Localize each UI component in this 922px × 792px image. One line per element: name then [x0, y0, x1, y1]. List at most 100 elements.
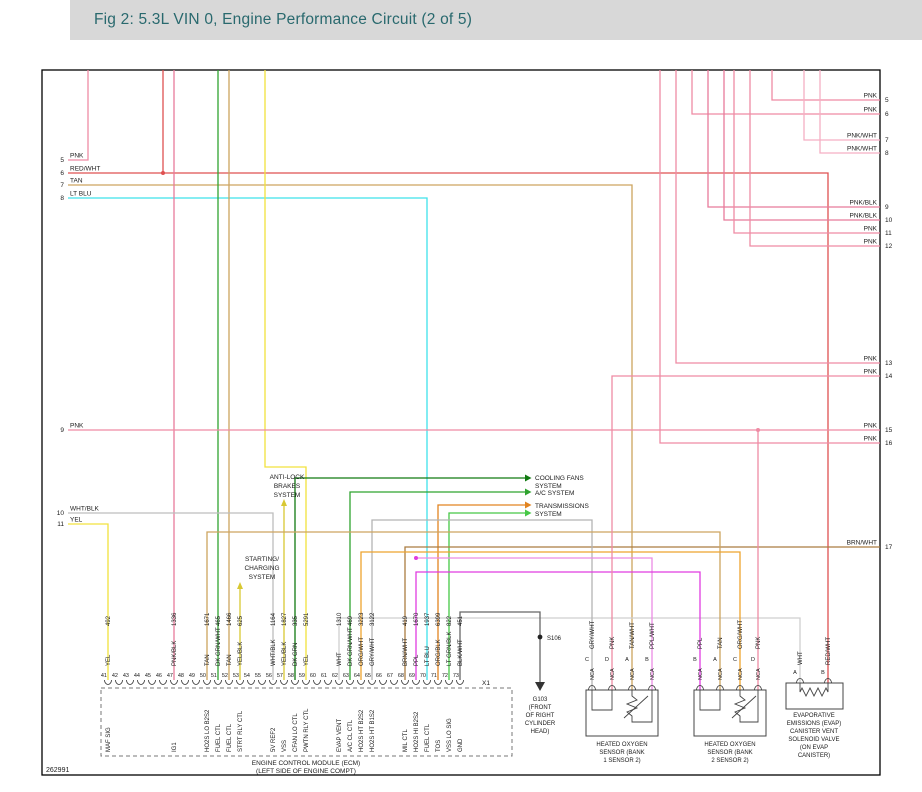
- ecm-pin-socket: [324, 679, 332, 685]
- ecm-pin-socket: [445, 679, 453, 685]
- right-stub-color: PNK: [864, 423, 878, 430]
- ecm-pin-socket: [148, 679, 156, 685]
- ecm-pin-socket: [104, 679, 112, 685]
- transmissions-label: SYSTEM: [535, 511, 562, 518]
- arrow-ac: [525, 488, 532, 496]
- sensor-pin-nca: NCA: [738, 668, 744, 680]
- bank1-sensor-cell-icon: [591, 690, 613, 711]
- abs-system-label: BRAKES: [274, 483, 301, 490]
- right-stub-color: PNK: [864, 226, 878, 233]
- wire-orgblk-tos: [437, 504, 525, 680]
- ecm-pin-number: 52: [222, 673, 228, 679]
- sensor-pin-letter: B: [645, 657, 649, 663]
- sensor-pin-nca: NCA: [756, 668, 762, 680]
- circuit-wire-number: 492: [106, 615, 112, 626]
- circuit-wire-color: LT GRN/BLK: [447, 632, 453, 666]
- ecm-pin-socket: [434, 679, 442, 685]
- component-pin-labels: CNCAGRY/WHTDNCAPNKANCATAN/WHTBNCAPPL/WHT…: [585, 620, 832, 691]
- sensor-pin-nca: NCA: [610, 668, 616, 680]
- bank2-variable-arrow-icon: [731, 695, 757, 719]
- ecm-pin-socket: [390, 679, 398, 685]
- circuit-signal-name: EVAP VENT: [337, 719, 343, 752]
- wire-whtblk-5vref: [68, 512, 274, 680]
- diagram-border: [41, 69, 881, 776]
- evap-pin-letter: B: [821, 670, 825, 676]
- left-stub-number: 6: [60, 170, 64, 177]
- right-stub-color: PNK: [864, 369, 878, 376]
- wire-orgwht-bank2-heater: [360, 551, 741, 690]
- ho2s-bank2-label: SENSOR (BANK: [707, 750, 752, 756]
- wire-dkgrnwht-ac: [349, 491, 525, 680]
- circuit-wire-color: BLK/WHT: [458, 639, 464, 666]
- circuit-signal-name: FUEL CTL: [425, 723, 431, 752]
- circuit-wire-color: WHT: [337, 652, 343, 666]
- circuit-wire-color: YEL: [304, 654, 310, 666]
- ecm-pin-socket: [401, 679, 409, 685]
- sensor-pin-letter: A: [625, 657, 629, 663]
- ground-label: G103: [533, 697, 548, 703]
- left-stub-color: PNK: [70, 423, 84, 430]
- left-stub-number: 7: [60, 182, 64, 189]
- ecm-pin-number: 64: [354, 673, 360, 679]
- bank1-variable-arrow-icon: [623, 695, 649, 719]
- left-stub-number: 5: [60, 157, 64, 164]
- circuit-wire-color: BRN/WHT: [403, 638, 409, 666]
- arrow-starting: [237, 582, 243, 589]
- right-stub-number: 9: [885, 204, 889, 211]
- ecm-pin-socket: [225, 679, 233, 685]
- circuit-wire-color: GRY/WHT: [370, 637, 376, 666]
- left-stub-color: YEL: [70, 517, 83, 524]
- circuit-wire-number: 451: [458, 615, 464, 626]
- starting-system-label: SYSTEM: [249, 574, 276, 581]
- wire-tan-ho2s-lo: [206, 531, 721, 690]
- circuit-wire-color: YEL/BLK: [238, 642, 244, 666]
- circuit-wire-number: 625: [238, 615, 244, 626]
- sensor-wire-color: GRY/WHT: [590, 620, 596, 649]
- wires-layer: [68, 70, 880, 691]
- component-captions: ENGINE CONTROL MODULE (ECM) (LEFT SIDE O…: [46, 636, 841, 775]
- wire-ppl-ho2s-hi: [415, 571, 701, 690]
- right-stub-color: PNK: [864, 239, 878, 246]
- ecm-pin-socket: [346, 679, 354, 685]
- ecm-pin-socket: [247, 679, 255, 685]
- circuit-signal-name: HO2S HT B2S2: [359, 709, 365, 752]
- evap-label: CANISTER VENT: [790, 729, 838, 735]
- circuit-wire-number: 1827: [282, 612, 288, 626]
- cooling-fans-label: COOLING FANS: [535, 475, 584, 482]
- left-stub-number: 9: [60, 427, 64, 434]
- ho2s-bank2-label: 2 SENSOR 2): [711, 758, 748, 764]
- ecm-pin-row: 41 42 43 44 45 46 47 48 49 50 51 52 53 54 55 56 57 58 59 60…: [101, 673, 464, 685]
- evap-pin-socket: [796, 678, 804, 684]
- wire-pplwht-bank1: [416, 557, 653, 690]
- ecm-pin-socket: [214, 679, 222, 685]
- circuit-signal-name: STRT RLY CTL: [238, 710, 244, 752]
- circuit-signal-name: 5V REF2: [271, 727, 277, 752]
- wire-pnk-stub5: [68, 70, 89, 161]
- left-stub-number: 11: [57, 521, 64, 528]
- evap-coil-icon: [799, 683, 829, 698]
- ecm-pin-number: 48: [178, 673, 184, 679]
- circuit-signal-name: IG1: [172, 742, 178, 752]
- evap-pin-letter: A: [793, 670, 797, 676]
- ecm-pin-number: 71: [431, 673, 437, 679]
- left-stub-number: 10: [57, 510, 65, 517]
- ecm-pin-number: 51: [211, 673, 217, 679]
- ecm-pin-number: 60: [310, 673, 316, 679]
- system-labels: ANTI-LOCK BRAKES SYSTEM STARTING/ CHARGI…: [244, 474, 589, 581]
- sensor-wire-color: PNK: [756, 637, 762, 649]
- ecm-pin-number: 55: [255, 673, 261, 679]
- circuit-signal-name: GND: [458, 738, 464, 752]
- wire-redwht-evap: [68, 172, 829, 683]
- ho2s-bank1-box: [585, 689, 659, 737]
- wire-wht-evap-vent: [338, 617, 801, 683]
- ecm-pin-socket: [412, 679, 420, 685]
- ecm-pin-socket: [170, 679, 178, 685]
- ecm-pin-socket: [456, 679, 464, 685]
- wire-pnkwht-8: [819, 70, 880, 154]
- circuit-wire-number: 5291: [304, 612, 310, 626]
- ecm-pin-socket: [291, 679, 299, 685]
- wire-pnkblk-9: [707, 70, 880, 208]
- sensor-pin-letter: D: [605, 657, 609, 663]
- ecm-pin-socket: [236, 679, 244, 685]
- right-stub-color: BRN/WHT: [847, 540, 877, 547]
